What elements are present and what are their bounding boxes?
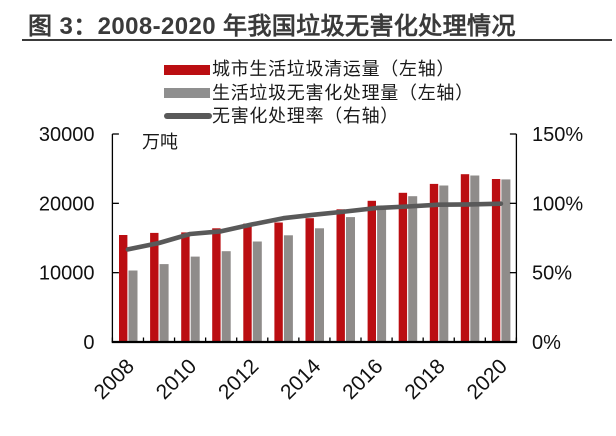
svg-text:150%: 150% <box>532 124 583 146</box>
svg-text:2010: 2010 <box>152 355 201 404</box>
svg-text:2018: 2018 <box>400 355 449 404</box>
svg-text:100%: 100% <box>532 193 583 215</box>
svg-text:2020: 2020 <box>463 355 512 404</box>
svg-text:10000: 10000 <box>39 263 95 285</box>
svg-text:50%: 50% <box>532 263 572 285</box>
svg-text:20000: 20000 <box>39 193 95 215</box>
svg-text:2008: 2008 <box>90 355 139 404</box>
svg-text:2012: 2012 <box>214 355 263 404</box>
svg-text:0%: 0% <box>532 332 561 354</box>
svg-text:2016: 2016 <box>338 355 387 404</box>
svg-text:万吨: 万吨 <box>142 132 178 152</box>
svg-text:0: 0 <box>83 332 94 354</box>
svg-text:2014: 2014 <box>276 355 326 405</box>
svg-text:30000: 30000 <box>39 124 95 146</box>
